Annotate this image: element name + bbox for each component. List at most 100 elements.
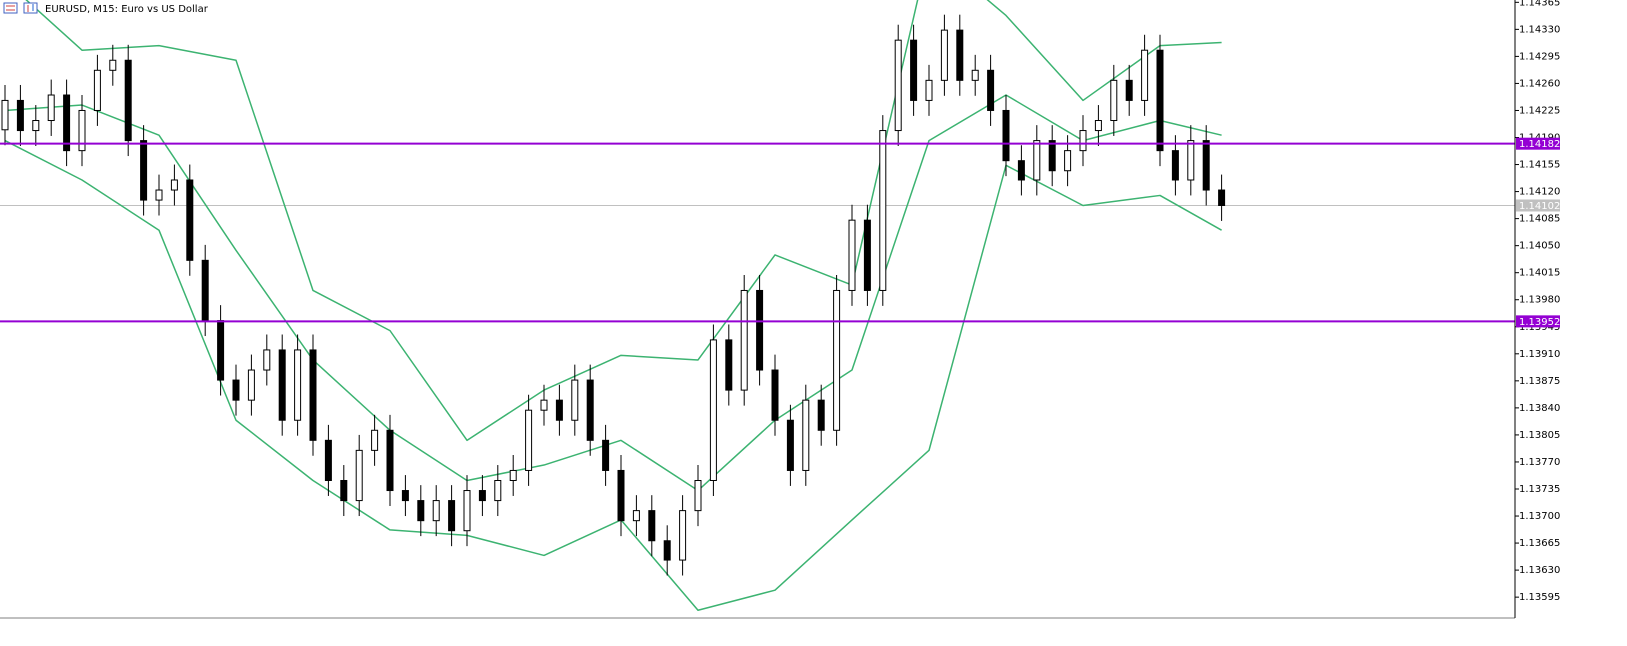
candle-body [602,439,610,471]
y-tick-label: 1.13840 [1519,403,1560,414]
candle-body [309,349,317,441]
candle-body [93,69,101,111]
candle-body [247,369,255,401]
candle-body [140,140,148,201]
candle-body [1048,140,1056,172]
candle-body [910,39,918,101]
candle-body [16,99,24,132]
candle-body [1202,140,1210,191]
y-tick-label: 1.13805 [1519,430,1560,441]
y-tick-label: 1.13665 [1519,538,1560,549]
y-tick-label: 1.13630 [1519,565,1560,576]
candle-body [1141,49,1149,101]
bollinger-band [4,94,1222,492]
y-tick-label: 1.14015 [1519,268,1560,279]
candle-body [47,94,55,122]
candle-body [1156,49,1164,152]
candle-body [802,399,810,471]
candle-body [525,409,533,471]
candle-body [1094,120,1102,132]
price-label-box [1516,199,1560,212]
candle-body [648,510,656,542]
candle-body [1017,160,1025,181]
candle-body [1,99,9,131]
level-label: 1.13952 [1519,317,1560,328]
level-label-box [1516,137,1560,150]
candle-body [340,479,348,502]
candle-body [863,219,871,291]
candle-body [386,429,394,492]
candle-body [478,490,486,502]
y-tick-label: 1.14365 [1519,0,1560,8]
candle-body [201,259,209,322]
y-tick-label: 1.13980 [1519,295,1560,306]
candle-body [571,379,579,421]
price-label: 1.14102 [1519,201,1560,212]
candle-body [432,500,440,522]
y-tick-label: 1.14260 [1519,78,1560,89]
level-label: 1.14182 [1519,139,1560,150]
y-tick-label: 1.13595 [1519,592,1560,603]
candle-body [63,94,71,152]
y-tick-label: 1.13875 [1519,376,1560,387]
candle-body [263,349,271,371]
candle-body [1125,79,1133,101]
candle-body [925,79,933,101]
y-tick-label: 1.13770 [1519,457,1560,468]
candle-body [555,399,563,421]
icon [23,2,38,14]
candle-body [771,369,779,421]
candle-body [694,479,702,512]
candle-body [232,379,240,401]
level-label-box [1516,315,1560,328]
y-tick-label: 1.14225 [1519,105,1560,116]
candle-body [32,120,40,132]
candle-body [463,490,471,532]
symbol-icons [3,2,38,14]
candle-body [956,29,964,81]
candle-body [1218,189,1226,206]
candle-body [1033,140,1041,181]
candle-body [170,179,178,191]
candle-body [1079,130,1087,152]
candle-body [632,510,640,522]
candle-body [894,39,902,132]
y-tick-label: 1.13735 [1519,484,1560,495]
y-tick-label: 1.13700 [1519,511,1560,522]
candle-body [848,219,856,291]
candle-body [448,500,456,532]
bollinger-band [25,0,1222,442]
candle-body [940,29,948,81]
candle-body [756,289,764,371]
candle-body [494,479,502,502]
candle-body [663,540,671,561]
candle-body [833,289,841,431]
candle-body [786,419,794,471]
candle-body [879,130,887,291]
candle-body [78,109,86,152]
icon [3,2,18,14]
y-tick-label: 1.14050 [1519,241,1560,252]
candle-body [1110,79,1118,122]
candle-body [278,349,286,421]
y-tick-label: 1.14330 [1519,24,1560,35]
candle-body [109,59,117,71]
candle-body [186,179,194,261]
candle-body [417,500,425,522]
candle-body [586,379,594,441]
candle-body [1187,140,1195,181]
candle-body [1064,150,1072,172]
y-tick-label: 1.14120 [1519,187,1560,198]
candle-body [509,469,517,481]
candle-body [987,69,995,111]
y-tick-label: 1.13910 [1519,349,1560,360]
candle-body [540,399,548,411]
candle-body [617,469,625,522]
candle-body [817,399,825,431]
candle-body [371,429,379,451]
y-tick-label: 1.14155 [1519,160,1560,171]
candle-body [1002,109,1010,162]
candle-body [155,189,163,201]
candle-body [355,449,363,502]
